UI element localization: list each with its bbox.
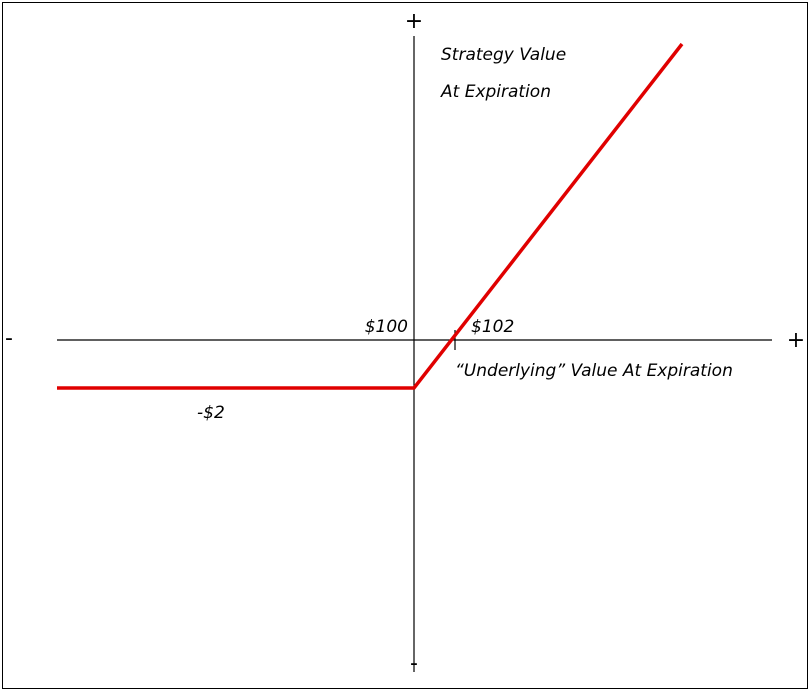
y-negative: - [410,651,418,676]
x-axis-label: “Underlying” Value At Expiration [455,361,733,381]
x-positive: + [787,328,805,353]
x-negative: - [5,326,13,351]
y-axis-label: At Expiration [440,82,551,102]
strike-label: $100 [365,317,408,337]
y-axis-label: Strategy Value [441,45,566,65]
max-loss-label: -$2 [197,403,225,423]
y-positive: + [405,9,423,34]
payoff-line [57,42,684,390]
breakeven-label: $102 [471,317,514,337]
